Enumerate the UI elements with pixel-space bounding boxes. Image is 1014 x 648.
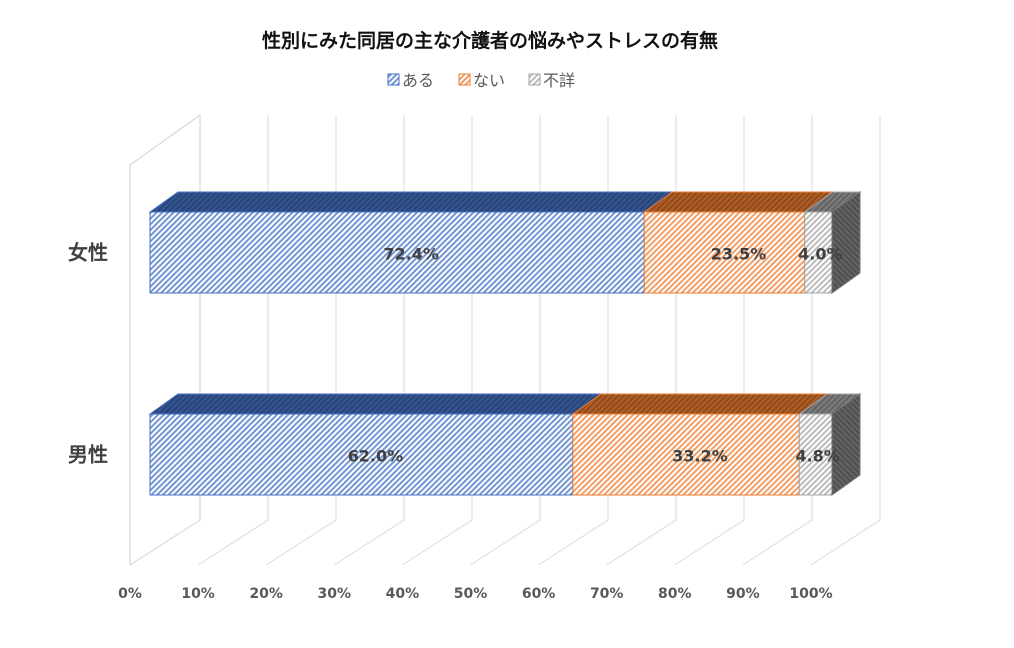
data-label: 33.2% xyxy=(672,447,728,466)
floor-gridline xyxy=(742,519,813,566)
bar-top xyxy=(571,393,829,415)
legend-label-0: ある xyxy=(402,71,434,90)
floor-gridline xyxy=(129,519,201,566)
data-label: 72.4% xyxy=(383,245,439,264)
x-tick-label: 90% xyxy=(726,586,760,602)
floor-gridline xyxy=(402,519,473,566)
legend-swatch-0 xyxy=(387,73,400,86)
bar-segment xyxy=(643,211,806,294)
floor-gridline xyxy=(334,519,405,566)
legend: ある ない 不詳 xyxy=(387,71,575,90)
category-label: 男性 xyxy=(68,443,108,467)
x-tick-label: 80% xyxy=(658,586,692,602)
labels: 女性 72.4% 23.5% 4.0% 男性 62.0% 33.2% 4.8% xyxy=(68,241,843,467)
x-tick-label: 20% xyxy=(249,586,283,602)
x-tick-label: 70% xyxy=(590,586,624,602)
bar-segment xyxy=(798,413,833,496)
floor-gridline xyxy=(810,519,881,566)
x-tick-label: 40% xyxy=(386,586,420,602)
x-tick-label: 60% xyxy=(522,586,556,602)
bar-segment xyxy=(149,413,574,496)
legend-label-1: ない xyxy=(473,71,505,90)
category-label: 女性 xyxy=(68,241,108,265)
bar-top xyxy=(148,393,603,415)
floor-gridline xyxy=(606,519,677,566)
bars xyxy=(148,191,862,496)
x-tick-label: 30% xyxy=(318,586,352,602)
bar-side xyxy=(831,393,861,496)
floor-gridline xyxy=(197,519,269,566)
data-label: 4.8% xyxy=(795,447,839,466)
floor-gridline xyxy=(674,519,745,566)
bar-top xyxy=(148,191,674,213)
bar-segment xyxy=(804,211,833,294)
legend-label-2: 不詳 xyxy=(543,71,575,90)
bar-top xyxy=(642,191,835,213)
x-tick-label: 0% xyxy=(118,586,142,602)
floor-gridline xyxy=(265,519,337,566)
data-label: 62.0% xyxy=(348,447,404,466)
bar-segment xyxy=(149,211,645,294)
chart-title: 性別にみた同居の主な介護者の悩みやストレスの有無 xyxy=(262,29,718,52)
bar-segment xyxy=(572,413,800,496)
legend-swatch-1 xyxy=(458,73,471,86)
data-label: 23.5% xyxy=(711,245,767,264)
legend-swatch-2 xyxy=(528,73,541,86)
floor-gridline xyxy=(470,519,541,566)
gridlines: 0% 10% 20% 30% 40% 50% 60% 70% 80% 90% 100% xyxy=(118,114,881,602)
x-tick-label: 100% xyxy=(789,586,832,602)
data-label: 4.0% xyxy=(798,245,842,264)
x-tick-label: 10% xyxy=(181,586,215,602)
floor-gridline xyxy=(538,519,609,566)
side-wall xyxy=(129,114,201,566)
bar-side xyxy=(831,191,861,294)
x-tick-label: 50% xyxy=(454,586,488,602)
